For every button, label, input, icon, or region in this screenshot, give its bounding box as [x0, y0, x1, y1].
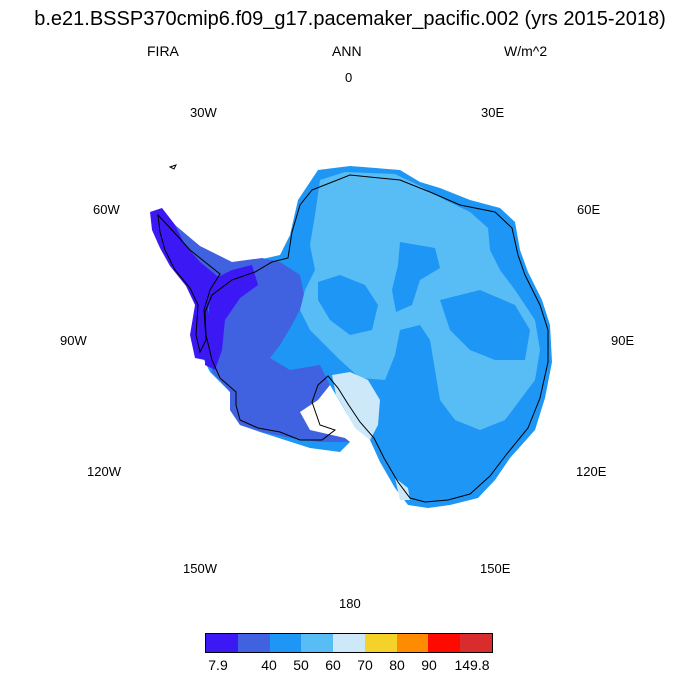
units-label: W/m^2: [504, 43, 548, 59]
lon-label-30w: 30W: [190, 105, 217, 120]
lon-label-180: 180: [339, 596, 361, 611]
interior-mid-field-1: [392, 242, 440, 312]
colorbar-label: 40: [261, 657, 277, 673]
west-low-field: [205, 265, 258, 370]
colorbar-label: 60: [325, 657, 341, 673]
season-label: ANN: [332, 43, 362, 59]
lon-label-90e: 90E: [611, 333, 635, 348]
lon-label-120w: 120W: [87, 464, 121, 479]
plot-title: b.e21.BSSP370cmip6.f09_g17.pacemaker_pac…: [34, 8, 666, 30]
colorbar-label: 90: [421, 657, 437, 673]
colorbar-swatch-7: [396, 634, 429, 652]
colorbar-swatch-6: [364, 634, 397, 652]
peninsula-coastline: [157, 213, 221, 354]
plateau-field: [300, 172, 540, 430]
colorbar-swatch-4: [301, 634, 334, 652]
coastline: [204, 174, 549, 503]
colorbar-label: 50: [293, 657, 309, 673]
colorbar-swatch-1: [206, 634, 238, 652]
interior-mid-field-2: [440, 290, 530, 360]
colorbar-label: 149.8: [454, 657, 490, 673]
lon-label-150e: 150E: [480, 561, 511, 576]
lon-label-90w: 90W: [60, 333, 87, 348]
lon-label-0: 0: [345, 70, 353, 85]
lon-label-60e: 60E: [577, 202, 601, 217]
colorbar-label: 70: [357, 657, 373, 673]
lon-label-30e: 30E: [481, 105, 505, 120]
colorbar-swatch-8: [428, 634, 461, 652]
colorbar-swatch-5: [333, 634, 365, 652]
island-outline: [168, 164, 177, 170]
lon-label-150w: 150W: [183, 561, 217, 576]
colorbar-swatch-2: [237, 634, 270, 652]
variable-label: FIRA: [147, 43, 179, 59]
lon-label-60w: 60W: [93, 202, 120, 217]
interior-mid-field-3: [318, 275, 378, 335]
colorbar-label: 7.9: [208, 657, 228, 673]
ross-shelf-field: [332, 372, 380, 440]
colorbar: [205, 633, 493, 653]
colorbar-swatch-9: [460, 634, 493, 652]
colorbar-label: 80: [389, 657, 405, 673]
lon-label-120e: 120E: [576, 464, 607, 479]
west-mid-low-field: [175, 225, 350, 442]
colorbar-swatch-3: [269, 634, 302, 652]
